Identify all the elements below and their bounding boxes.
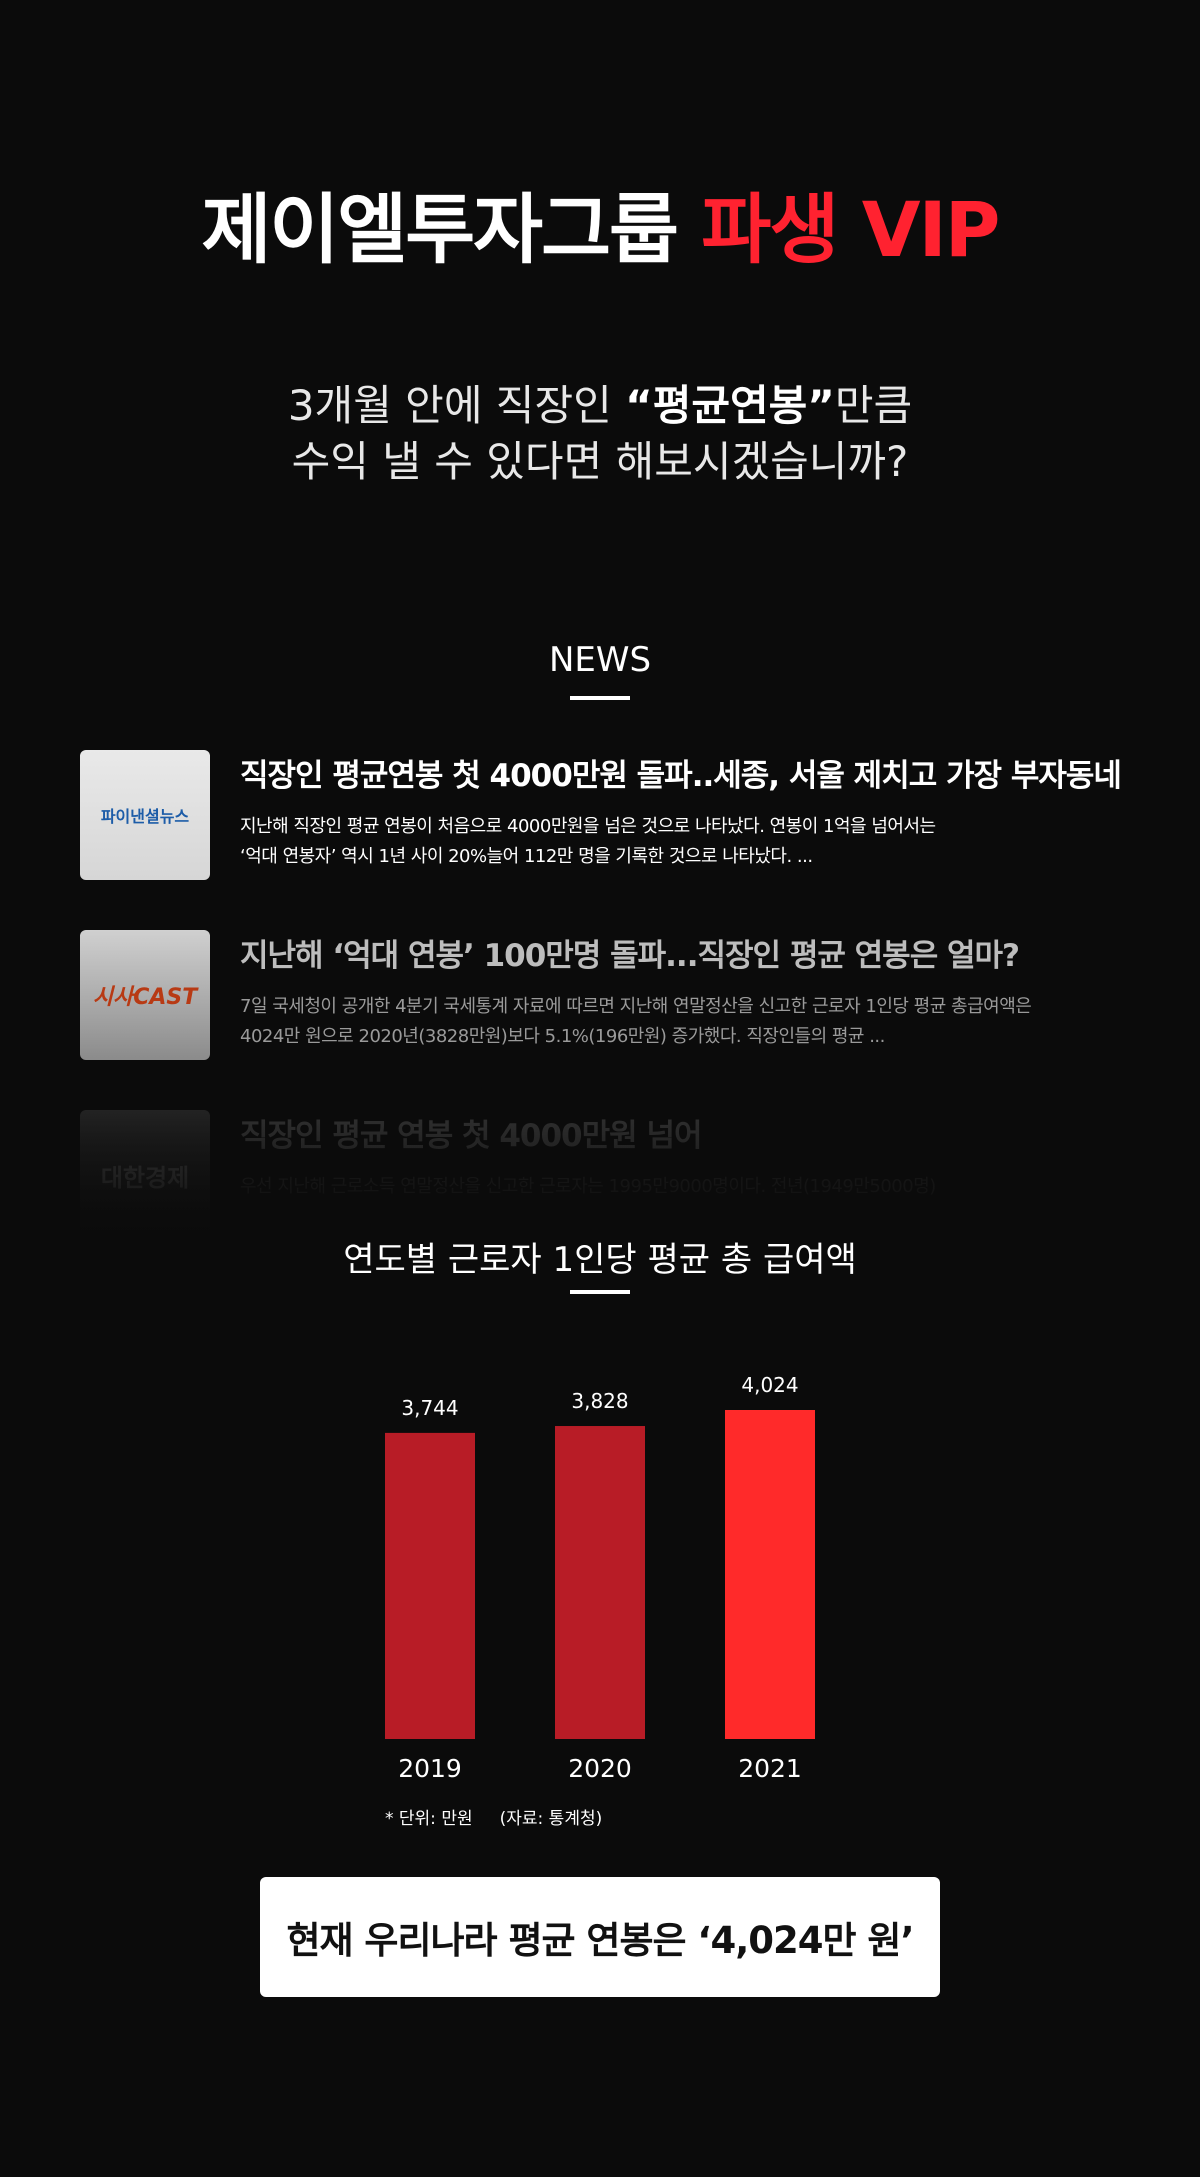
bar-2021 — [725, 1410, 815, 1739]
news-body-2: 7일 국세청이 공개한 4분기 국세통계 자료에 따르면 지난해 연말정산을 신… — [240, 992, 1140, 1052]
bar-2019 — [385, 1432, 475, 1739]
salary-bar-chart: 3,744 2019 3,828 2020 4,024 2021 — [385, 1373, 815, 1783]
news-heading-underline — [570, 696, 630, 700]
news-item-1[interactable]: 파이낸셜뉴스 직장인 평균연봉 첫 4000만원 돌파..세종, 서울 제치고 … — [80, 750, 1140, 880]
year-label-2021: 2021 — [738, 1754, 802, 1783]
news-logo-2: 시사CAST — [92, 985, 198, 1010]
news-thumbnail-3: 대한경제 — [80, 1110, 210, 1240]
news-body-2-line1: 7일 국세청이 공개한 4분기 국세통계 자료에 따르면 지난해 연말정산을 신… — [240, 996, 1032, 1017]
year-label-2020: 2020 — [568, 1754, 632, 1783]
news-body-1-line1: 지난해 직장인 평균 연봉이 처음으로 4000만원을 넘은 것으로 나타났다.… — [240, 816, 936, 837]
average-salary-callout: 현재 우리나라 평균 연봉은 ‘4,024만 원’ — [260, 1877, 940, 1997]
subtitle-line1-pre: 3개월 안에 직장인 — [287, 381, 626, 430]
news-logo-3: 대한경제 — [100, 1163, 190, 1192]
news-title-3: 직장인 평균 연봉 첫 4000만원 넘어 — [240, 1118, 702, 1154]
average-salary-callout-text: 현재 우리나라 평균 연봉은 ‘4,024만 원’ — [286, 1919, 914, 1962]
news-body-2-line2: 4024만 원으로 2020년(3828만원)보다 5.1%(196만원) 증가… — [240, 1026, 885, 1047]
news-title-1: 직장인 평균연봉 첫 4000만원 돌파..세종, 서울 제치고 가장 부자동네 — [240, 758, 1122, 794]
hero-title-accent: 파생 VIP — [701, 185, 1000, 274]
year-label-2019: 2019 — [398, 1754, 462, 1783]
bar-2020 — [555, 1426, 645, 1739]
subtitle-line2: 수익 낼 수 있다면 해보시겠습니까? — [291, 437, 909, 486]
news-body-3: 우선 지난해 근로소득 연말정산을 신고한 근로자는 1995만9000명이다.… — [240, 1172, 1140, 1202]
bar-value-label-2021: 4,024 — [741, 1373, 798, 1397]
bar-value-label-2019: 3,744 — [401, 1396, 458, 1420]
chart-heading: 연도별 근로자 1인당 평균 총 급여액 — [343, 1240, 857, 1280]
news-body-1: 지난해 직장인 평균 연봉이 처음으로 4000만원을 넘은 것으로 나타났다.… — [240, 812, 1140, 872]
bar-value-label-2020: 3,828 — [571, 1389, 628, 1413]
subtitle-line1-bold: “평균연봉” — [625, 381, 835, 430]
news-thumbnail-1: 파이낸셜뉴스 — [80, 750, 210, 880]
news-logo-1: 파이낸셜뉴스 — [100, 807, 190, 826]
chart-heading-underline — [570, 1290, 630, 1294]
chart-note-source: (자료: 통계청) — [499, 1809, 603, 1829]
hero-subtitle: 3개월 안에 직장인 “평균연봉”만큼 수익 낼 수 있다면 해보시겠습니까? — [0, 378, 1200, 490]
news-title-2: 지난해 ‘억대 연봉’ 100만명 돌파...직장인 평균 연봉은 얼마? — [240, 938, 1020, 974]
chart-note-unit: * 단위: 만원 — [385, 1809, 473, 1829]
news-item-2[interactable]: 시사CAST 지난해 ‘억대 연봉’ 100만명 돌파...직장인 평균 연봉은… — [80, 930, 1140, 1060]
subtitle-line1-post: 만큼 — [834, 381, 913, 430]
hero-title-brand: 제이엘투자그룹 — [201, 185, 678, 274]
news-thumbnail-2: 시사CAST — [80, 930, 210, 1060]
news-heading: NEWS — [548, 640, 652, 680]
news-body-3-line1: 우선 지난해 근로소득 연말정산을 신고한 근로자는 1995만9000명이다.… — [240, 1176, 936, 1197]
news-item-3[interactable]: 대한경제 직장인 평균 연봉 첫 4000만원 넘어 우선 지난해 근로소득 연… — [80, 1110, 1140, 1240]
news-body-1-line2: ‘억대 연봉자’ 역시 1년 사이 20%늘어 112만 명을 기록한 것으로 … — [240, 846, 813, 867]
chart-note: * 단위: 만원 (자료: 통계청) — [385, 1804, 602, 1829]
hero-title: 제이엘투자그룹 파생 VIP — [0, 168, 1200, 278]
